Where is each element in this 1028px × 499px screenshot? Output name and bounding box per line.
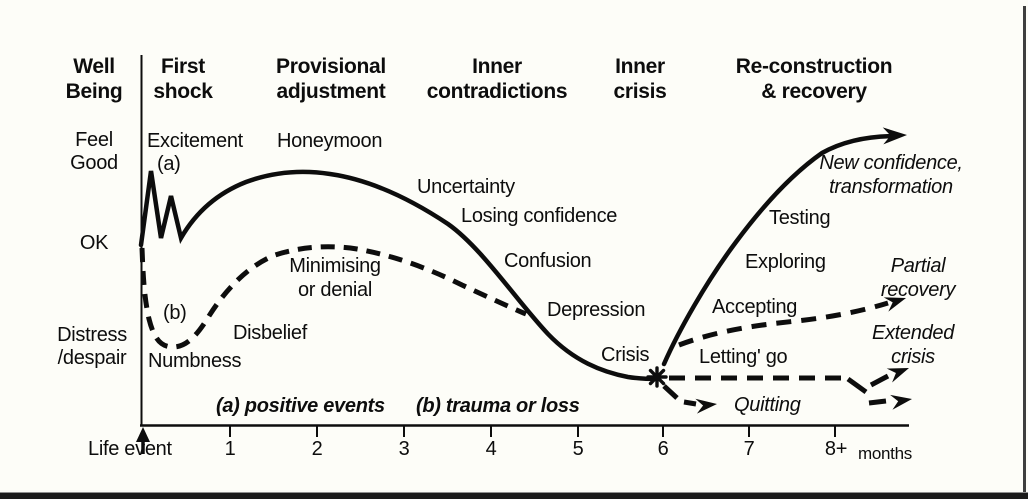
stage-inner-crisis: Inner crisis: [613, 55, 667, 103]
x-axis-unit-months: months: [858, 444, 912, 463]
label-excitement: Excitement: [147, 130, 243, 152]
curve-a-solid: [138, 169, 661, 382]
label-quitting: Quitting: [734, 394, 801, 416]
quitting-arrowhead-icon: [695, 398, 717, 414]
partial-recovery-arrowhead-icon: [883, 297, 906, 312]
frame-right-border: [1023, 6, 1026, 493]
x-tick-label-1: 1: [224, 438, 236, 460]
label-depression: Depression: [547, 299, 646, 321]
x-tick-label-2: 2: [311, 438, 323, 460]
label-testing: Testing: [769, 207, 831, 229]
y-axis-title-line1: Well: [73, 55, 115, 78]
y-level-ok: OK: [79, 232, 109, 254]
y-axis-title-line2: Being: [65, 80, 123, 103]
label-honeymoon: Honeymoon: [277, 130, 383, 152]
new-confidence-arrowhead-icon: [882, 127, 907, 145]
marker-b: (b): [163, 302, 187, 324]
label-exploring: Exploring: [745, 251, 826, 273]
y-axis-title: Well Being: [66, 54, 123, 104]
label-numbness: Numbness: [148, 350, 242, 372]
x-axis-ticks: [229, 425, 836, 437]
life-event-arrow-icon: [136, 427, 150, 442]
label-accepting: Accepting: [712, 296, 798, 318]
label-disbelief: Disbelief: [233, 322, 307, 344]
x-axis-label-life-event: Life event: [88, 438, 172, 460]
label-confusion: Confusion: [504, 250, 592, 272]
stage-reconstruction-recovery: Re-construction & recovery: [735, 55, 893, 103]
curve-b-dashed: [139, 244, 527, 350]
label-minimising: Minimising or denial: [289, 255, 381, 301]
stage-inner-contradictions: Inner contradictions: [426, 55, 568, 103]
extended-crisis-up-dash: [869, 373, 890, 388]
quitting-dash-2: [683, 399, 697, 407]
label-losing-confidence: Losing confidence: [461, 205, 618, 227]
quitting-dash-1: [662, 384, 679, 400]
note-positive-events: (a) positive events: [216, 395, 385, 417]
extended-crisis-fork-dash: [846, 376, 868, 395]
crisis-star-icon: [646, 366, 668, 388]
label-crisis: Crisis: [601, 344, 650, 366]
x-tick-label-5: 5: [572, 438, 584, 460]
label-letting-go: Letting' go: [699, 346, 788, 368]
x-tick-label-8plus: 8+: [824, 438, 848, 460]
curve-recovery-solid: [661, 133, 899, 367]
x-tick-label-3: 3: [398, 438, 410, 460]
extended-crisis-arrowhead-icon: [886, 368, 909, 383]
note-trauma-or-loss: (b) trauma or loss: [416, 395, 580, 417]
branch-accepting-dashed: [678, 300, 889, 348]
label-uncertainty: Uncertainty: [417, 176, 515, 198]
marker-a: (a): [157, 153, 181, 175]
stage-provisional-adjustment: Provisional adjustment: [276, 55, 386, 103]
stage-first-shock: First shock: [153, 55, 213, 103]
x-tick-label-7: 7: [743, 438, 755, 460]
lower-branch-dash: [868, 398, 887, 406]
label-partial-recovery: Partial recovery: [880, 255, 956, 301]
label-extended-crisis: Extended crisis: [871, 322, 955, 368]
y-level-feel-good: Feel Good: [70, 129, 118, 174]
x-tick-label-6: 6: [657, 438, 669, 460]
lower-branch-arrowhead-icon: [890, 394, 912, 410]
frame-bottom-border: [0, 492, 1028, 499]
y-level-distress: Distress /despair: [57, 324, 127, 369]
x-tick-label-4: 4: [485, 438, 497, 460]
label-new-confidence: New confidence, transformation: [819, 152, 963, 198]
